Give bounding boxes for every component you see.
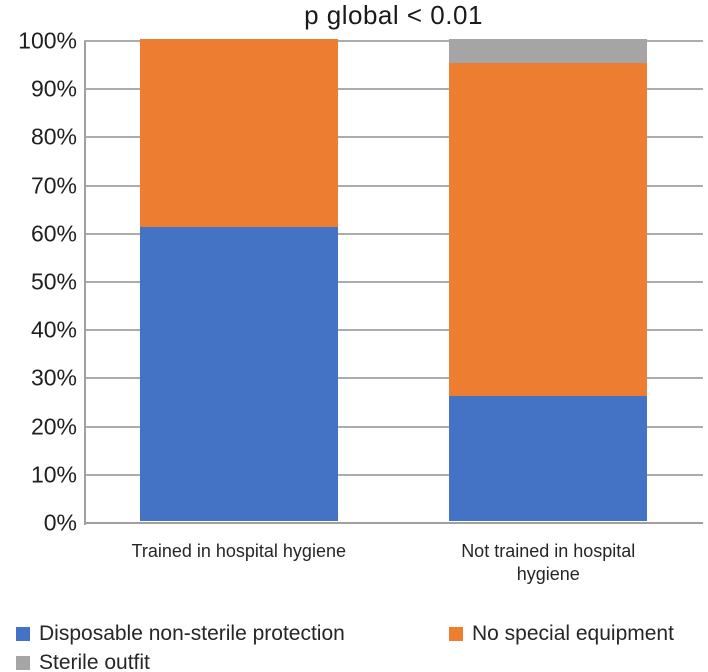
- legend-color-swatch: [16, 656, 30, 670]
- plot-area: [84, 39, 703, 524]
- y-tick-label: 60%: [30, 220, 77, 247]
- stacked-bar: [139, 39, 338, 521]
- gridline: [84, 281, 703, 283]
- legend-item: Disposable non-sterile protection: [16, 622, 345, 646]
- y-tick-label: 0%: [43, 509, 77, 536]
- chart-title: p global < 0.01: [304, 0, 483, 30]
- x-axis-line: [84, 522, 703, 524]
- legend-color-swatch: [449, 627, 463, 641]
- gridline: [84, 184, 703, 187]
- y-tick-label: 20%: [30, 413, 77, 440]
- legend-label: Disposable non-sterile protection: [39, 622, 345, 645]
- x-category-label: Trained in hospital hygiene: [131, 541, 346, 561]
- legend-item: Sterile outfit: [16, 651, 150, 672]
- bar-segment: [449, 63, 648, 396]
- gridline: [84, 232, 703, 235]
- y-tick-label: 70%: [30, 172, 77, 199]
- gridline: [84, 40, 703, 42]
- y-tick-label: 100%: [18, 27, 77, 54]
- gridline: [84, 377, 703, 380]
- legend-color-swatch: [16, 627, 30, 641]
- y-axis-line: [84, 41, 86, 525]
- y-tick-label: 40%: [30, 316, 77, 343]
- bar-segment: [449, 39, 648, 64]
- x-category-label: Not trained in hospital hygiene: [461, 541, 636, 585]
- bar-segment: [139, 226, 338, 521]
- gridline: [84, 88, 703, 91]
- legend-label: No special equipment: [472, 622, 674, 645]
- y-tick-label: 30%: [30, 364, 77, 391]
- gridline: [84, 473, 703, 476]
- bar-segment: [139, 39, 338, 227]
- y-tick-label: 90%: [30, 75, 77, 102]
- legend-label: Sterile outfit: [39, 651, 150, 672]
- stacked-bar: [449, 39, 648, 521]
- gridline: [84, 136, 703, 139]
- gridline: [84, 425, 703, 428]
- y-tick-label: 10%: [30, 461, 77, 488]
- gridline: [84, 329, 703, 332]
- legend-item: No special equipment: [449, 622, 674, 646]
- y-tick-label: 80%: [30, 123, 77, 150]
- bar-segment: [449, 395, 648, 521]
- y-tick-label: 50%: [30, 268, 77, 295]
